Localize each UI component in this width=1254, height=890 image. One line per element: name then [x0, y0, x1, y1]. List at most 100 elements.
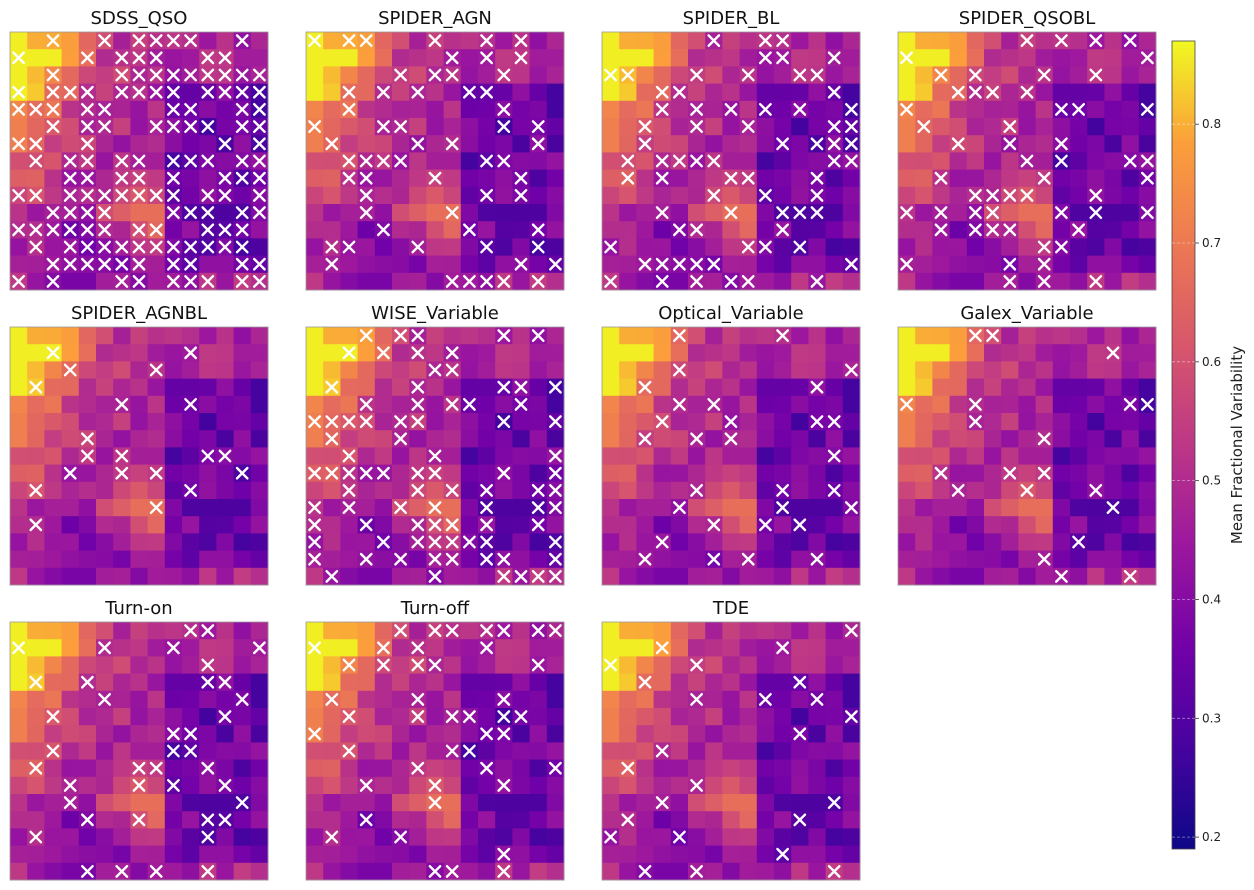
heatmap-cell [392, 533, 410, 551]
heatmap-cell [1070, 481, 1088, 500]
heatmap-cell [10, 238, 28, 256]
x-marker [707, 34, 721, 47]
heatmap-cell [739, 221, 758, 239]
x-marker [934, 68, 948, 82]
heatmap-cell [113, 794, 131, 812]
heatmap-cell [898, 516, 916, 534]
x-marker [63, 466, 77, 480]
heatmap-cell [705, 533, 723, 551]
heatmap-cell [825, 204, 844, 222]
heatmap-cell [495, 742, 513, 760]
heatmap-cell [774, 118, 792, 136]
heatmap-cell [1087, 169, 1105, 188]
heatmap-cell [1121, 464, 1140, 483]
heatmap-cell [791, 378, 809, 397]
heatmap-cell [1018, 516, 1036, 534]
x-marker [690, 693, 703, 706]
heatmap-cell [636, 639, 654, 657]
heatmap-cell [1052, 430, 1071, 448]
x-marker [986, 223, 999, 237]
heatmap-cell [130, 204, 148, 222]
heatmap-cell [756, 464, 775, 483]
heatmap-cell [323, 83, 341, 102]
heatmap-cell [96, 327, 114, 345]
x-marker [934, 171, 948, 185]
heatmap-cell [323, 673, 341, 692]
heatmap-cell [653, 49, 672, 67]
heatmap-cell [323, 811, 341, 829]
heatmap-cell [216, 550, 234, 569]
heatmap-cell [808, 481, 826, 500]
colorbar-tick-label: 0.5 [1202, 474, 1221, 488]
x-marker [167, 120, 180, 133]
heatmap-cell [1070, 430, 1088, 448]
heatmap-cell [392, 135, 410, 153]
heatmap-cell [113, 622, 131, 640]
x-marker [514, 34, 528, 47]
heatmap-cell [409, 255, 427, 274]
x-marker [604, 275, 617, 288]
heatmap-cell [147, 533, 166, 551]
heatmap-cell [44, 862, 62, 881]
heatmap-cell [164, 845, 183, 864]
heatmap-cell [739, 776, 758, 795]
heatmap-cell [756, 255, 775, 274]
heatmap-cell [932, 118, 950, 136]
heatmap-cell [619, 255, 637, 274]
heatmap-cell [722, 794, 740, 812]
heatmap-cell [670, 66, 689, 84]
heatmap-cell [443, 567, 462, 586]
heatmap-cell [705, 378, 723, 397]
heatmap-cell [374, 361, 393, 379]
heatmap-cell [619, 49, 637, 67]
heatmap-cell [182, 135, 200, 153]
x-marker [115, 466, 129, 480]
heatmap-cell [808, 622, 826, 640]
x-marker [690, 154, 703, 168]
heatmap-cell [27, 567, 45, 586]
heatmap-cell [1087, 567, 1105, 586]
heatmap-cell [636, 567, 654, 586]
x-marker [115, 85, 129, 99]
heatmap-cell [250, 776, 269, 795]
heatmap-cell [306, 622, 324, 640]
heatmap-cell [602, 152, 620, 170]
heatmap-cell [825, 725, 844, 743]
x-marker [1020, 85, 1034, 99]
x-marker [132, 171, 146, 185]
heatmap-cell [619, 83, 637, 102]
heatmap-cell [842, 725, 861, 743]
heatmap-cell [825, 186, 844, 205]
colorbar-tick-label: 0.4 [1202, 592, 1221, 606]
x-marker [445, 518, 459, 532]
x-marker [514, 189, 528, 202]
x-marker [235, 223, 249, 237]
heatmap-cell [670, 639, 689, 657]
heatmap-cell [96, 66, 114, 84]
heatmap-cell [250, 828, 269, 846]
heatmap-cell [233, 361, 252, 379]
x-marker [1141, 206, 1154, 219]
heatmap-cell [78, 845, 97, 864]
x-marker [201, 658, 215, 672]
x-marker [184, 484, 197, 497]
x-marker [969, 398, 982, 411]
x-marker [184, 103, 197, 116]
x-marker [690, 779, 703, 792]
x-marker [531, 275, 545, 288]
heatmap-cell [619, 361, 637, 379]
heatmap-cell [774, 83, 792, 102]
heatmap-cell [1001, 499, 1019, 517]
x-marker [29, 223, 43, 237]
heatmap-cell [357, 83, 376, 102]
heatmap-cell [932, 516, 950, 534]
heatmap-cell [478, 66, 496, 84]
x-marker [1089, 484, 1103, 497]
heatmap-cell [842, 83, 861, 102]
x-marker [934, 206, 948, 219]
heatmap-cell [842, 776, 861, 795]
heatmap-cell [739, 83, 758, 102]
heatmap-cell [512, 533, 530, 551]
heatmap-cell [915, 430, 933, 448]
x-marker [342, 171, 356, 185]
